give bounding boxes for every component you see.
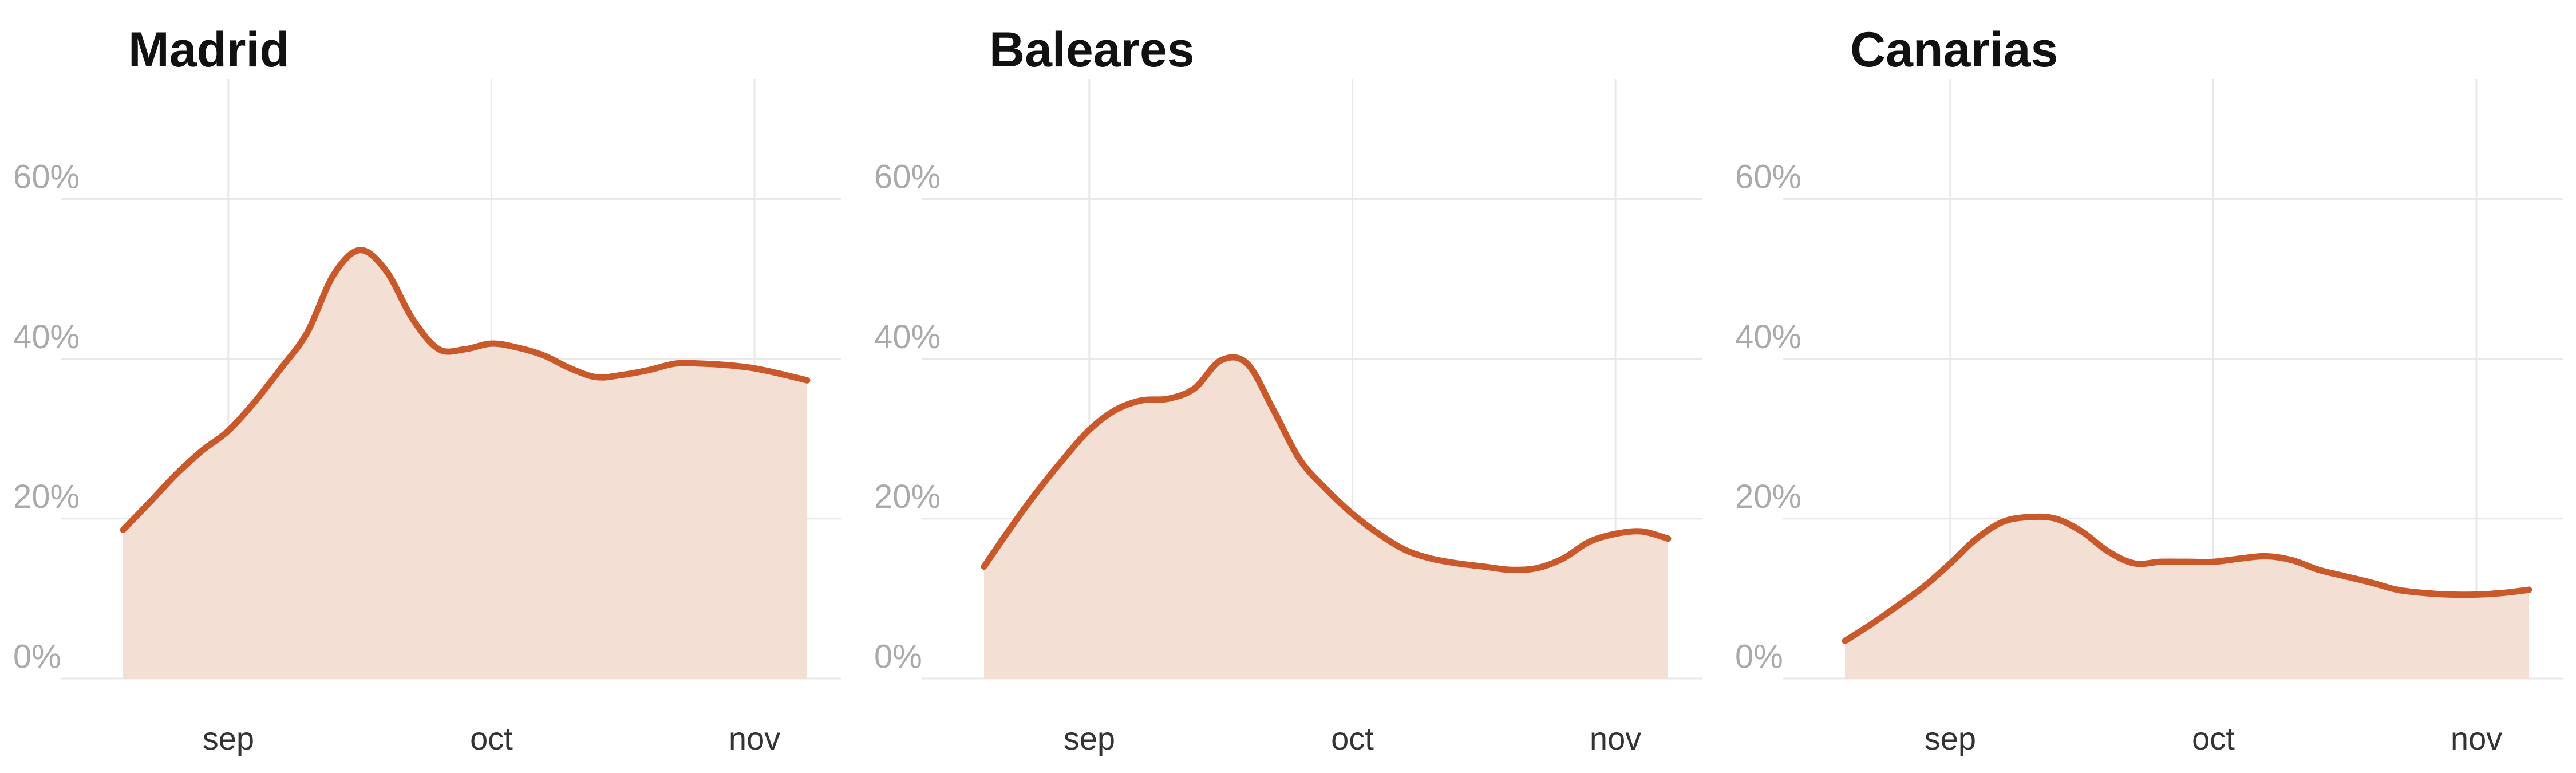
line (1842, 513, 2532, 644)
line (120, 247, 811, 533)
y-tick-label: 40% (1735, 318, 1801, 356)
x-tick-label: nov (1590, 720, 1641, 756)
y-tick-label: 20% (1735, 478, 1801, 515)
x-tick-label: nov (2451, 720, 2502, 756)
line (981, 354, 1672, 573)
y-tick-label: 40% (13, 318, 80, 356)
x-tick-label: oct (1331, 720, 1374, 756)
area-fill (123, 250, 807, 679)
y-tick-label: 0% (874, 638, 922, 675)
y-tick-label: 60% (1735, 159, 1801, 196)
y-tick-label: 60% (13, 159, 80, 196)
x-tick-label: sep (1064, 720, 1115, 756)
x-tick-label: oct (2192, 720, 2235, 756)
panel-title: Canarias (1850, 22, 2058, 77)
y-tick-label: 40% (874, 318, 941, 356)
x-tick-label: sep (203, 720, 254, 756)
y-tick-label: 0% (1735, 638, 1783, 675)
panel-title: Madrid (128, 22, 290, 77)
panel: Baleares sep oct nov 0% 20% 40% 60% (874, 22, 1702, 756)
x-tick-label: oct (470, 720, 513, 756)
panel: Madrid sep oct nov 0% 20% 40% 60% (13, 22, 841, 756)
y-tick-label: 20% (874, 478, 941, 515)
y-tick-label: 60% (874, 159, 941, 196)
y-tick-label: 0% (13, 638, 61, 675)
area-fill (1845, 516, 2529, 679)
panel-title: Baleares (989, 22, 1195, 77)
x-tick-label: nov (729, 720, 780, 756)
panel: Canarias sep oct nov 0% 20% 40% 60% (1735, 22, 2563, 756)
area-fill (984, 357, 1668, 679)
y-tick-label: 20% (13, 478, 80, 515)
x-tick-label: sep (1925, 720, 1976, 756)
